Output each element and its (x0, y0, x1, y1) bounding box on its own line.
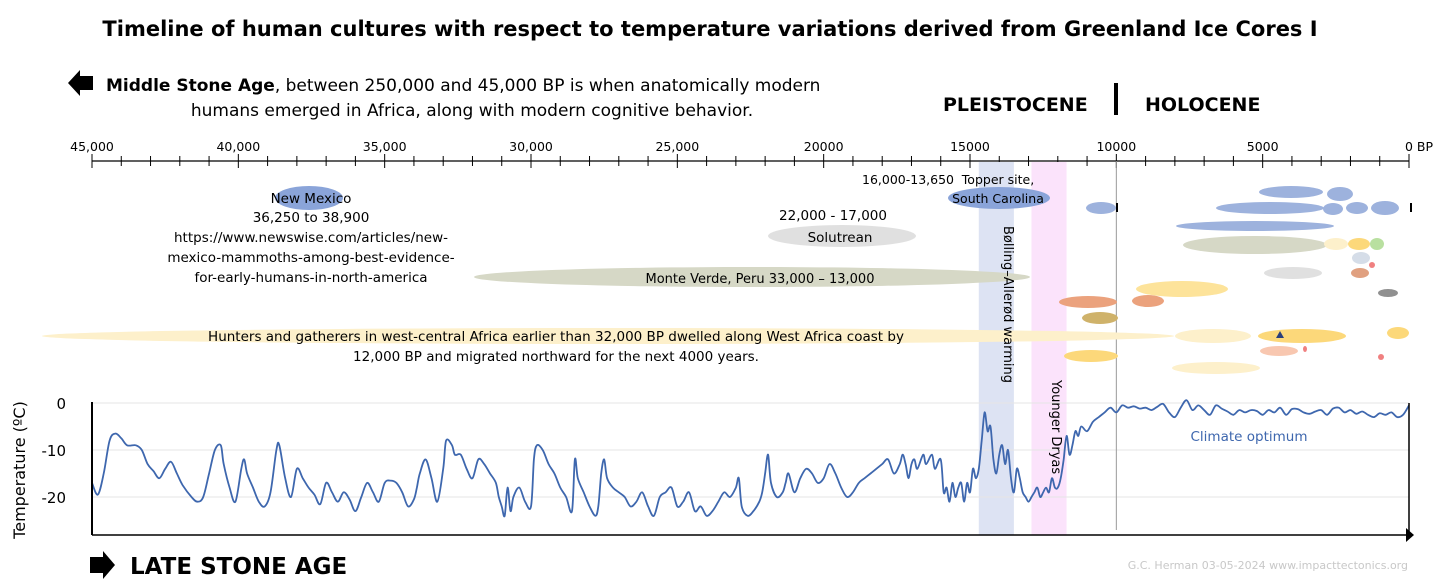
culture-t (1132, 295, 1164, 307)
culture-h (1176, 221, 1334, 231)
culture-q (1136, 281, 1228, 297)
culture-g-tick (1410, 203, 1412, 212)
timeline-tick-label: 10000 (1096, 139, 1136, 154)
culture-d (1216, 202, 1324, 214)
late-stone-age-label: LATE STONE AGE (130, 554, 347, 580)
hunters-gatherers-ellipse (42, 328, 1174, 344)
triangle-marker-icon (1276, 331, 1284, 338)
timeline-axis: 45,000 40,000 35,000 30,000 25,000 20000 15000… (70, 139, 1434, 168)
credit-text: G.C. Herman 03-05-2024 www.impacttectoni… (1128, 559, 1408, 572)
culture-b (1259, 186, 1323, 198)
timeline-tick-label: 40,000 (216, 139, 260, 154)
temperature-plot (91, 399, 1410, 518)
timeline-tick-label: 15000 (950, 139, 990, 154)
hunters-label-1: Hunters and gatherers in west-central Af… (208, 329, 904, 345)
culture-x (1260, 346, 1298, 356)
solutrean-range: 22,000 - 17,000 (779, 208, 887, 224)
culture-p (1351, 268, 1369, 278)
timeline-tick-label: 35,000 (363, 139, 407, 154)
culture-bb (1172, 362, 1260, 374)
culture-f (1346, 202, 1368, 214)
monte-verde-ellipse (474, 267, 1030, 287)
culture-a (1086, 202, 1116, 214)
middle-stone-age-rest: , between 250,000 and 45,000 BP is when … (275, 76, 821, 96)
monte-verde-label: Monte Verde, Peru 33,000 – 13,000 (646, 272, 875, 287)
culture-c (1327, 187, 1353, 201)
new-mexico-ellipse (275, 186, 343, 210)
middle-stone-age-line1: Middle Stone Age, between 250,000 and 45… (106, 76, 820, 96)
culture-ranges (42, 186, 1412, 374)
topper-site-ellipse (948, 187, 1050, 209)
culture-k (1348, 238, 1370, 250)
culture-y (1303, 346, 1307, 352)
culture-u (1082, 312, 1118, 324)
culture-n (1369, 262, 1375, 268)
climate-optimum-label: Climate optimum (1191, 429, 1308, 445)
culture-z (1378, 354, 1384, 360)
new-mexico-url-2: mexico-mammoths-among-best-evidence- (167, 250, 454, 266)
younger-dryas-label: Younger Dryas (1048, 379, 1063, 474)
pleistocene-label: PLEISTOCENE (943, 94, 1088, 116)
climate-bands (978, 162, 1067, 535)
hunters-label-2: 12,000 BP and migrated northward for the… (353, 349, 759, 365)
epoch-divider (1114, 83, 1118, 115)
culture-aa (1064, 350, 1118, 362)
timeline-tick-label: 30,000 (509, 139, 553, 154)
culture-l (1370, 238, 1384, 250)
timeline-tick-label: 25,000 (655, 139, 699, 154)
left-arrow-icon (68, 70, 93, 96)
diagram-title: Timeline of human cultures with respect … (102, 17, 1317, 41)
y-tick-label: 0 (56, 395, 66, 413)
y-tick-label: -10 (42, 442, 67, 460)
culture-a-tick (1116, 203, 1118, 212)
timeline-tick-label: 20000 (804, 139, 844, 154)
solutrean-label: Solutrean (808, 230, 873, 246)
timeline-tick-label: 5000 (1247, 139, 1279, 154)
new-mexico-label: New Mexico (271, 191, 352, 207)
culture-v (1258, 329, 1346, 343)
y-axis-title: Temperature (ºC) (10, 401, 29, 540)
culture-j (1324, 238, 1348, 250)
topper-label-1: Topper site, (961, 172, 1034, 187)
middle-stone-age-bold: Middle Stone Age (106, 76, 275, 96)
bolling-alleroed-label: Bølling–Allerød warming (1000, 226, 1015, 383)
right-arrow-icon (90, 551, 115, 579)
new-mexico-url-1: https://www.newswise.com/articles/new- (174, 230, 448, 246)
new-mexico-range: 36,250 to 38,900 (253, 210, 370, 226)
climate-band (1031, 162, 1067, 535)
hunters-holocene-ellipse (1175, 329, 1251, 343)
topper-range: 16,000-13,650 (862, 172, 954, 187)
middle-stone-age-line2: humans emerged in Africa, along with mod… (191, 101, 753, 121)
culture-s (1059, 296, 1117, 308)
topper-label-2: South Carolina (952, 191, 1044, 206)
y-tick-label: -20 (42, 489, 67, 507)
temperature-series-line (91, 399, 1410, 518)
culture-g (1371, 201, 1399, 215)
culture-i (1183, 236, 1327, 254)
culture-m (1352, 252, 1370, 264)
timeline-tick-label: 45,000 (70, 139, 114, 154)
temperature-axis: 0 -10 -20 (42, 395, 1414, 542)
culture-w (1387, 327, 1409, 339)
culture-r (1378, 289, 1398, 297)
culture-e (1323, 203, 1343, 215)
solutrean-ellipse (768, 225, 916, 247)
timeline-tick-label: 0 BP (1405, 139, 1434, 154)
culture-o (1264, 267, 1322, 279)
baseline-arrow-icon (1406, 528, 1414, 542)
new-mexico-url-3: for-early-humans-in-north-america (194, 270, 427, 286)
holocene-label: HOLOCENE (1145, 94, 1260, 116)
